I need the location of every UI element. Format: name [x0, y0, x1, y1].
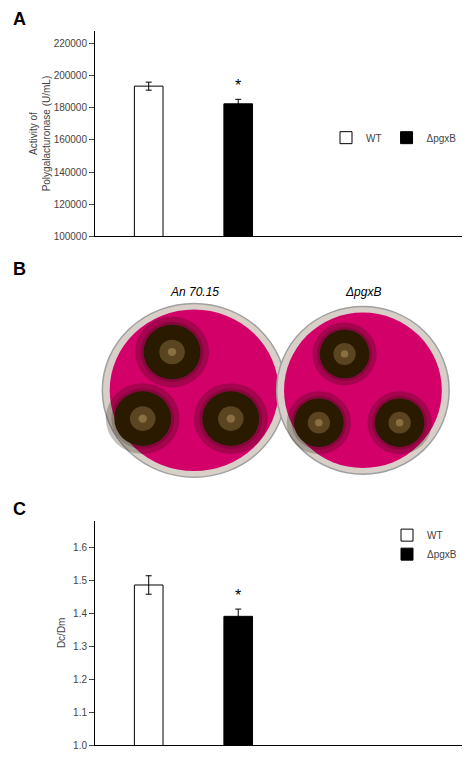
svg-text:ΔpgxB: ΔpgxB	[345, 285, 381, 299]
svg-text:1.4: 1.4	[73, 608, 87, 619]
svg-text:1.1: 1.1	[73, 707, 87, 718]
svg-text:B: B	[13, 259, 26, 279]
svg-text:WT: WT	[366, 133, 382, 144]
svg-text:180000: 180000	[54, 102, 88, 113]
svg-text:C: C	[13, 499, 26, 519]
svg-text:A: A	[13, 9, 26, 29]
svg-text:120000: 120000	[54, 199, 88, 210]
svg-text:WT: WT	[427, 530, 443, 541]
svg-text:200000: 200000	[54, 70, 88, 81]
svg-text:160000: 160000	[54, 134, 88, 145]
svg-text:*: *	[235, 587, 241, 604]
svg-text:Dc/Dm: Dc/Dm	[56, 618, 67, 649]
svg-text:1.2: 1.2	[73, 674, 87, 685]
svg-text:An 70.15: An 70.15	[170, 285, 219, 299]
svg-text:ΔpgxB: ΔpgxB	[427, 549, 457, 560]
svg-text:220000: 220000	[54, 38, 88, 49]
svg-text:100000: 100000	[54, 231, 88, 242]
svg-text:ΔpgxB: ΔpgxB	[427, 133, 457, 144]
svg-text:1.5: 1.5	[73, 575, 87, 586]
svg-text:1.6: 1.6	[73, 542, 87, 553]
svg-text:1.0: 1.0	[73, 740, 87, 751]
svg-text:Activity ofPolygalacturonase (: Activity ofPolygalacturonase (U/mL)	[28, 76, 52, 192]
svg-text:1.3: 1.3	[73, 641, 87, 652]
svg-text:*: *	[235, 77, 241, 94]
svg-text:140000: 140000	[54, 167, 88, 178]
